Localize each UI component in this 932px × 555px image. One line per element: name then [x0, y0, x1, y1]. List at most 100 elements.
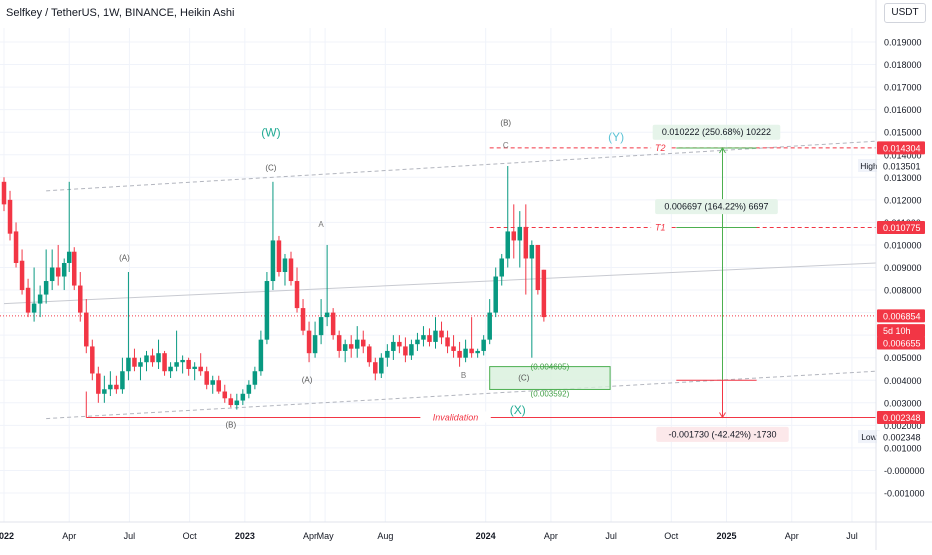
- price-label-bg: [877, 430, 925, 444]
- candle-body: [198, 366, 203, 372]
- candle-body: [222, 391, 228, 399]
- y-tick-label: 0.017000: [884, 83, 922, 93]
- candle-body: [78, 285, 83, 313]
- y-tick-label: 0.010000: [884, 240, 922, 250]
- candle-body: [150, 355, 155, 363]
- grid-lines: [0, 28, 876, 522]
- candle-body: [55, 267, 61, 277]
- level-text: Invalidation: [433, 413, 479, 423]
- level-text-bg: [420, 411, 491, 423]
- level-text: T2: [655, 143, 666, 153]
- price-label-bg: [877, 159, 925, 173]
- midline: [3, 262, 877, 305]
- candle-body: [427, 335, 432, 342]
- candle-body: [96, 373, 101, 394]
- x-tick-label: Jul: [605, 531, 617, 541]
- zone-label: (0.004605): [531, 363, 570, 372]
- candle-body: [312, 335, 318, 354]
- candle-body: [336, 335, 342, 351]
- candle-body: [403, 346, 408, 356]
- candle-body: [210, 380, 215, 385]
- candle-body: [13, 231, 19, 263]
- x-tick-label: Oct: [664, 531, 679, 541]
- y-tick-label: 0.004000: [884, 376, 922, 386]
- candle-body: [204, 371, 209, 385]
- candle-body: [174, 362, 179, 367]
- measure-box-text: -0.001730 (-42.42%) -1730: [668, 429, 776, 439]
- candle-body: [535, 244, 541, 291]
- candle-body: [66, 251, 72, 263]
- candles: [1, 166, 547, 410]
- side-label-bg: [858, 159, 880, 173]
- candle-body: [7, 199, 13, 234]
- wave-label: (C): [518, 373, 529, 382]
- x-tick-label: 2022: [0, 531, 14, 541]
- wave-label: C: [503, 141, 509, 150]
- wave-label: A: [318, 220, 324, 229]
- chart-title: Selfkey / TetherUS, 1W, BINANCE, Heikin …: [6, 7, 235, 19]
- x-tick-label: Apr: [303, 531, 317, 541]
- wave-label: (A): [119, 254, 130, 263]
- side-label: Low: [861, 432, 877, 442]
- measure-box-text: 0.010222 (250.68%) 10222: [662, 127, 771, 137]
- level-text-bg: [651, 221, 670, 233]
- level-text: T1: [655, 222, 666, 232]
- candle-body: [360, 339, 366, 347]
- candle-body: [385, 350, 390, 358]
- candle-body: [1, 181, 7, 205]
- candle-body: [342, 344, 348, 351]
- measure-box: [656, 426, 789, 442]
- candle-body: [451, 346, 456, 351]
- price-label: 0.006854: [883, 311, 921, 321]
- channel-lower-line: [46, 370, 877, 420]
- x-tick-label: 2024: [476, 531, 496, 541]
- candle-body: [348, 344, 354, 349]
- candle-body: [276, 240, 282, 273]
- candle-body: [126, 357, 131, 372]
- time-axis[interactable]: 2022AprJulOct2023AprMayAug2024AprJulOct2…: [0, 521, 932, 541]
- trend-lines: [3, 140, 877, 420]
- candle-body: [180, 359, 185, 363]
- candle-body: [487, 312, 492, 340]
- candle-body: [168, 366, 173, 372]
- measure-box: [652, 124, 781, 140]
- y-tick-label: 0.018000: [884, 60, 922, 70]
- candle-body: [162, 353, 167, 372]
- candle-body: [529, 244, 535, 259]
- candle-body: [511, 231, 517, 241]
- y-tick-label: 0.003000: [884, 398, 922, 408]
- candle-body: [186, 359, 191, 369]
- candle-body: [132, 357, 137, 367]
- candle-body: [330, 312, 336, 336]
- candle-body: [306, 330, 312, 354]
- candle-body: [318, 317, 324, 336]
- price-axis[interactable]: 0.019000 0.018000 0.017000 0.016000 0.015000…: [875, 0, 925, 550]
- wave-label: (B): [225, 421, 236, 430]
- price-label-bg: [877, 324, 925, 338]
- measure-box-text: 0.006697 (164.22%) 6697: [664, 202, 768, 212]
- x-tick-label: Aug: [377, 531, 393, 541]
- candle-body: [19, 260, 25, 291]
- channel-upper-line: [46, 140, 877, 192]
- candle-body: [114, 384, 119, 390]
- candle-body: [391, 341, 396, 351]
- candle-body: [354, 339, 360, 349]
- x-tick-label: 2025: [716, 531, 736, 541]
- y-tick-label: 0.002000: [884, 421, 922, 431]
- wave-label: (B): [500, 118, 511, 127]
- candle-body: [300, 308, 306, 331]
- candle-body: [234, 400, 240, 406]
- y-tick-label: 0.005000: [884, 353, 922, 363]
- y-tick-label: -0.001000: [884, 489, 925, 499]
- candle-body: [324, 312, 330, 318]
- candle-body: [481, 339, 486, 351]
- price-label: 5d 10h: [883, 326, 911, 336]
- y-tick-label: 0.019000: [884, 38, 922, 48]
- candle-body: [505, 231, 511, 259]
- candle-body: [469, 348, 474, 354]
- currency-selector[interactable]: USDT: [884, 3, 926, 23]
- annotations: T2 T1 Invalidation (W) (Y) (X) (C) (B) C A (A) (A) (…: [119, 118, 880, 444]
- candle-body: [541, 269, 547, 318]
